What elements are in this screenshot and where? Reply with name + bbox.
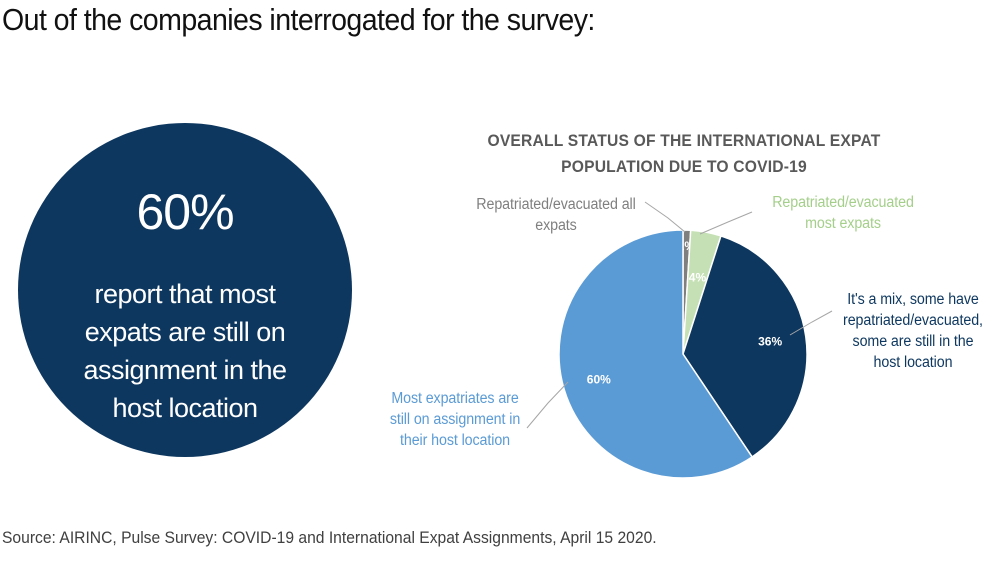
- pie-slice-mix: [682, 235, 808, 459]
- chart-title-line-2: POPULATION DUE TO COVID-19: [561, 157, 807, 176]
- pie-slice-still: [558, 229, 754, 479]
- legend-label-still-on-assignment: Most expatriates are still on assignment …: [389, 390, 521, 449]
- pie-data-label-mix: 36%: [758, 335, 782, 349]
- leader-line-mix: [789, 310, 833, 336]
- legend-label-mix: It's a mix, some have repatriated/evacuat…: [843, 291, 983, 371]
- source-note: Source: AIRINC, Pulse Survey: COVID-19 a…: [2, 528, 657, 547]
- legend-label-repatriated-all: Repatriated/evacuated all expats: [476, 196, 636, 234]
- leader-line-most: [699, 211, 753, 235]
- chart-title-line-1: OVERALL STATUS OF THE INTERNATIONAL EXPA…: [487, 131, 881, 150]
- highlight-description: report that most expats are still on assig…: [83, 279, 287, 423]
- highlight-circle: 60% report that most expats are still on a…: [18, 123, 352, 457]
- highlight-percentage: 60%: [136, 184, 234, 240]
- legend-label-repatriated-most: Repatriated/evacuated most expats: [772, 194, 914, 232]
- pie-data-label-most: 4%: [689, 270, 707, 284]
- leader-line-all: [644, 201, 686, 233]
- page-headline: Out of the companies interrogated for th…: [2, 2, 595, 37]
- leader-line-still: [526, 381, 569, 429]
- pie-data-label-still: 60%: [587, 373, 611, 387]
